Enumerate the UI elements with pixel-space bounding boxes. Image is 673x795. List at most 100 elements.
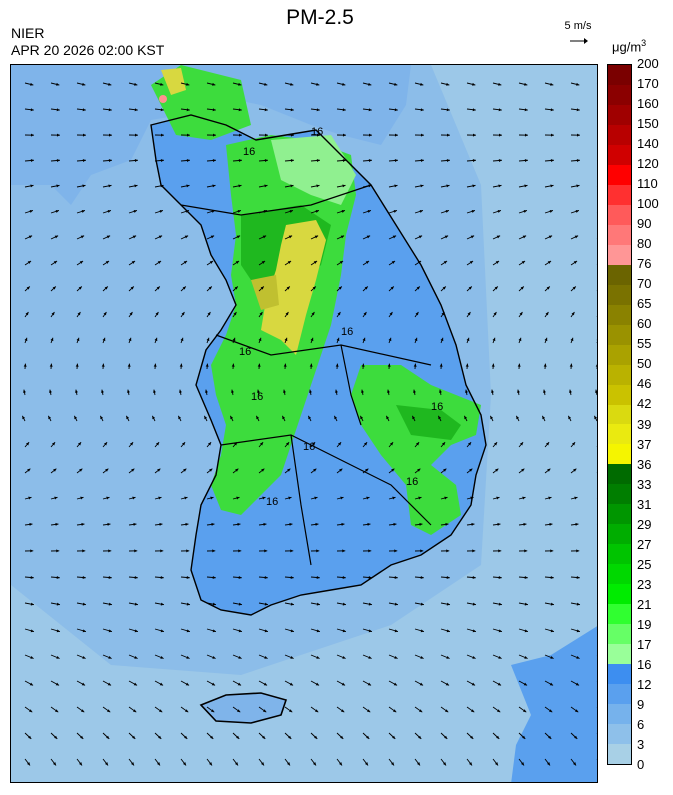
wind-vector-head [211,522,215,526]
wind-vector-head [341,682,346,686]
wind-vector-head [546,286,550,290]
wind-vector-head [184,709,189,713]
wind-vector-head [133,682,138,686]
colorbar-label: 19 [637,616,652,632]
wind-vector-head [470,735,474,739]
wind-vector-head [152,415,156,420]
colorbar-label: 170 [637,76,659,92]
wind-vector-head [26,286,30,290]
wind-vector-head [338,286,342,290]
wind-vector-head [100,415,104,420]
wind-vector-head [56,575,60,579]
wind-vector-head [49,363,53,367]
wind-vector-head [212,575,216,579]
wind-vector-head [56,602,60,606]
wind-vector-head [157,762,161,766]
wind-vector [596,629,597,630]
wind-vector-head [471,682,476,686]
colorbar-label: 110 [637,176,658,192]
wind-vector-head [595,389,597,393]
wind-vector-head [133,522,137,526]
wind-vector-head [210,235,215,239]
wind-vector-head [524,82,528,86]
wind-vector [596,524,597,525]
wind-vector [596,655,597,656]
wind-vector-head [445,522,449,526]
wind-vector-head [235,762,239,766]
wind-vector-head [30,82,34,86]
wind-vector-head [394,655,398,659]
wind-vector-head [520,286,524,290]
wind-vector-head [547,468,551,472]
wind-vector-head [496,235,501,239]
wind-vector-head [394,159,398,162]
wind-vector-head [27,468,31,472]
wind-vector-head [263,209,267,213]
wind-vector-head [523,209,527,213]
wind-vector-head [496,496,500,500]
wind-vector-head [466,337,470,342]
wind-vector-head [316,629,320,633]
wind-vector-head [102,337,106,342]
wind-vector-head [82,82,86,86]
wind-vector-head [491,389,494,393]
wind-vector-head [521,762,525,766]
wind-vector-head [549,209,553,213]
wind-vector-head [440,337,444,342]
wind-vector-head [56,549,60,553]
contour-label: 16 [431,401,443,413]
wind-vector-head [316,602,320,606]
wind-vector-head [414,337,418,342]
wind-vector-head [522,235,527,239]
wind-vector-head [105,261,110,264]
wind-vector-head [389,442,394,446]
wind-vector-head [82,602,86,606]
wind-vector-head [335,389,338,393]
wind-vector-head [186,629,190,633]
wind-vector-head [576,602,580,606]
wind-vector-head [340,496,344,500]
colorbar-label: 90 [637,216,652,232]
pm-yellow-north [161,68,186,95]
colorbar-segment [608,144,631,166]
wind-vector-head [212,133,216,137]
wind-vector-head [391,261,396,264]
wind-vector-head [576,82,580,86]
wind-vector-head [517,389,520,393]
wind-vector-head [335,363,339,367]
wind-vector-head [28,709,33,713]
wind-vector-head [498,629,502,633]
wind-vector-head [548,735,552,739]
wind-vector-head [316,159,320,162]
wind-vector-head [74,415,78,420]
wind-vector-head [309,389,312,393]
wind-vector-head [205,389,208,393]
wind-vector-head [238,629,242,633]
wind-vector-head [570,337,574,342]
wind-vector-head [550,629,554,633]
colorbar-label: 27 [637,536,652,552]
wind-vector-head [415,442,420,446]
wind-vector-head [238,655,242,659]
wind-vector-head [206,337,210,342]
wind-vector-head [569,363,573,367]
wind-vector-head [236,709,241,713]
wind-vector-head [290,82,294,86]
wind-vector-head [472,184,476,188]
wind-vector-head [210,735,214,739]
colorbar-segment [608,444,631,465]
wind-vector-head [262,235,267,239]
wind-vector-head [260,286,264,290]
wind-vector-head [30,575,34,579]
wind-vector-head [542,415,546,420]
wind-vector-head [575,682,580,686]
wind-vector-head [186,108,190,112]
wind-vector-head [134,655,138,659]
colorbar-segment [608,244,631,266]
wind-vector-head [391,762,395,766]
wind-vector-head [339,468,343,472]
wind-vector-head [236,235,241,239]
wind-vector-head [524,133,528,137]
wind-vector-head [134,82,138,86]
wind-vector-head [107,522,111,526]
